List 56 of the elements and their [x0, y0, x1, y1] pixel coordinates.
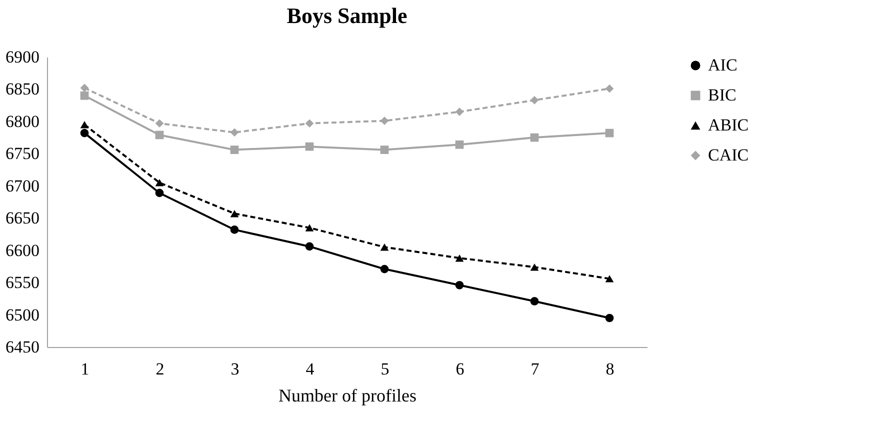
x-tick-label: 1 [80, 360, 90, 378]
x-tick-label: 5 [380, 360, 390, 378]
point [380, 243, 389, 251]
x-axis-title: Number of profiles [278, 386, 416, 406]
point [455, 280, 464, 290]
point [305, 224, 314, 232]
point [80, 128, 89, 138]
x-tick-label: 8 [606, 360, 614, 378]
point [605, 314, 614, 322]
point [380, 116, 389, 125]
point [80, 91, 89, 100]
point [155, 188, 164, 198]
x-tick-label: 6 [456, 360, 464, 378]
point [605, 128, 614, 138]
point [305, 142, 314, 151]
point [530, 263, 539, 271]
y-tick-label: 6850 [6, 80, 40, 99]
legend-label: CAIC [708, 146, 749, 164]
point [380, 264, 389, 274]
point [305, 119, 314, 128]
point [155, 130, 164, 140]
y-tick-label: 6900 [6, 48, 40, 66]
point [455, 108, 464, 116]
point [530, 297, 539, 306]
point [605, 84, 614, 93]
point [230, 210, 239, 218]
point [230, 146, 239, 154]
point [530, 133, 539, 142]
point [530, 96, 539, 104]
point [155, 179, 164, 186]
point [455, 254, 464, 262]
point [455, 140, 464, 149]
y-tick-label: 6500 [6, 305, 40, 324]
x-tick-label: 3 [230, 360, 240, 378]
point [230, 128, 239, 137]
chart-title: Boys Sample [286, 3, 408, 28]
y-tick-label: 6800 [6, 112, 40, 131]
x-tick-label: 4 [306, 360, 315, 378]
x-tick-label: 7 [530, 360, 540, 378]
y-tick-label: 6750 [6, 144, 40, 164]
legend-label: ABIC [708, 116, 749, 134]
point [380, 146, 389, 154]
point [80, 121, 89, 128]
point [305, 242, 314, 251]
x-tick-label: 2 [156, 360, 164, 378]
y-tick-label: 6650 [6, 208, 40, 228]
y-tick-label: 6600 [6, 240, 40, 260]
point [230, 226, 239, 234]
y-tick-label: 6700 [6, 176, 40, 196]
legend-label: AIC [708, 56, 738, 74]
point [605, 275, 614, 282]
legend-label: BIC [708, 86, 736, 104]
y-tick-label: 6450 [6, 338, 40, 356]
point [155, 119, 164, 128]
y-tick-label: 6550 [6, 273, 40, 292]
point [80, 84, 89, 92]
